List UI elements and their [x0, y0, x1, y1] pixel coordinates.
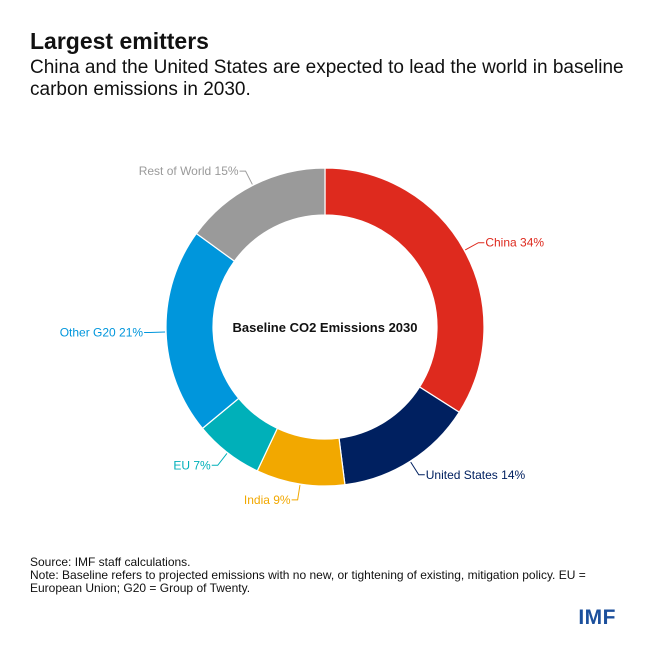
- slice-rest-of-world: [195, 167, 326, 263]
- label-leader-lines: [144, 170, 485, 501]
- leader-india: [291, 484, 301, 501]
- source-note: Source: IMF staff calculations.: [30, 555, 191, 569]
- chart-subtitle: China and the United States are expected…: [30, 57, 624, 100]
- chart-header: Largest emitters China and the United St…: [30, 28, 630, 101]
- label-rest-of-world: Rest of World 15%: [139, 164, 239, 178]
- chart-title: Largest emitters: [30, 28, 209, 54]
- donut-slices: [165, 167, 485, 487]
- leader-china: [464, 242, 485, 251]
- slice-labels: China 34% United States 14% India 9% EU 7% O…: [60, 164, 545, 507]
- imf-logo: IMF: [578, 606, 616, 629]
- donut-center-label: Baseline CO2 Emissions 2030: [233, 320, 418, 335]
- explanatory-note: Note: Baseline refers to projected emiss…: [30, 568, 586, 595]
- label-united-states: United States 14%: [426, 468, 526, 482]
- chart-footer: Source: IMF staff calculations. Note: Ba…: [30, 556, 630, 595]
- slice-other-g20: [165, 232, 240, 430]
- leader-rest-of-world: [239, 170, 253, 185]
- label-other-g20: Other G20 21%: [60, 325, 144, 339]
- label-india: India 9%: [244, 493, 291, 507]
- slice-china: [324, 167, 485, 414]
- leader-united-states: [410, 461, 425, 476]
- leader-eu: [211, 453, 228, 466]
- label-eu: EU 7%: [173, 458, 211, 472]
- label-china: China 34%: [485, 236, 544, 250]
